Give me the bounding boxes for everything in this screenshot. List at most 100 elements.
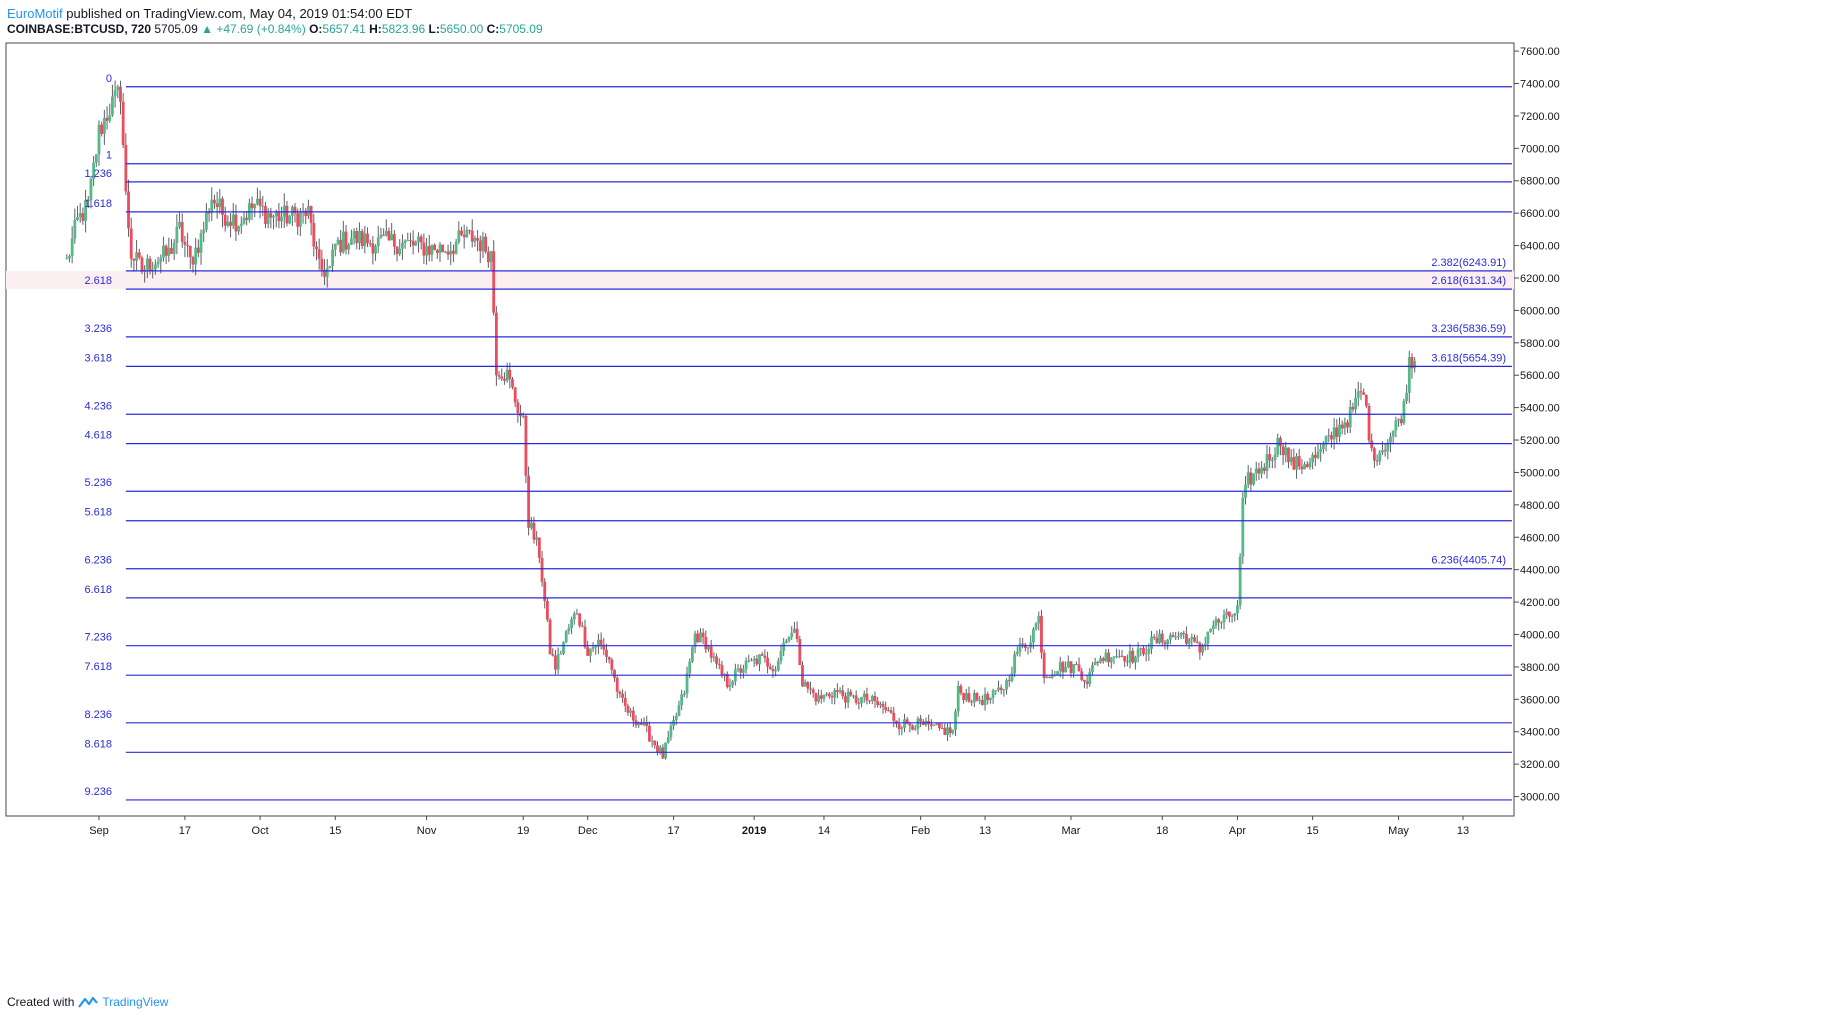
candle-down [513,386,517,408]
candle-up [1187,637,1191,650]
candle-body [650,740,654,742]
candle-body [631,710,635,721]
y-axis[interactable]: 7600.00 7400.00 7200.00 7000.00 6800.00 6600.… [1514,46,1560,804]
candle-up [401,234,404,260]
candle-down [701,628,705,645]
x-axis[interactable]: Sep 17 Oct 15 Nov 19 Dec 17 2019 14 Feb 13 Mar 18 Apr 1… [89,816,1469,837]
candle-body [1112,656,1116,658]
candle-body [1026,647,1030,649]
candle-down [884,701,888,713]
candle-up [1348,399,1352,434]
candle-up [1015,646,1019,657]
candle-body [140,257,144,272]
candle-down [1335,419,1339,444]
candle-down [929,719,933,730]
candle-body [1233,613,1237,616]
candle-down [484,233,488,254]
candle-up [1005,678,1008,695]
candle-body [852,695,855,697]
tradingview-brand[interactable]: TradingView [102,995,169,1009]
candle-up [1176,631,1180,640]
candle-body [1099,658,1102,663]
candle-up [1284,441,1288,463]
candle-up [1343,417,1347,435]
candle-down [382,228,386,237]
candle-down [371,235,375,265]
candle-up [951,729,955,735]
y-tick-label: 6600.00 [1520,208,1560,220]
candle-down [1287,447,1290,469]
candle-down [1313,446,1317,467]
fib-left-label: 2.618 [84,275,112,287]
candle-body [1085,681,1089,684]
candle-body [1115,655,1119,657]
candle-up [261,196,265,217]
fib-level: 4.618 [84,430,1512,445]
candle-body [1236,605,1239,614]
candle-down [1340,420,1344,435]
candle-up [1214,616,1218,629]
candle-body [1096,661,1100,663]
candle-up [282,193,286,228]
close-label: C: [486,22,500,36]
candle-body [1335,427,1339,437]
candle-body [1252,473,1255,485]
candle-up [1273,447,1277,469]
fib-left-label: 8.618 [84,738,112,750]
candle-body [1362,392,1366,395]
candle-up [900,725,904,736]
candle-body [508,369,512,380]
candle-up [1402,398,1406,425]
candle-down [919,714,923,728]
candle-body [1372,448,1376,461]
candle-body [623,697,627,706]
candle-up [570,616,573,634]
candle-down [1077,657,1081,672]
candle-up [1332,418,1336,450]
candle-body [793,628,796,633]
candle-body [932,724,936,726]
candle-body [803,682,807,687]
candle-body [653,740,657,746]
candle-down [543,578,547,609]
candle-up [374,244,377,261]
candle-body [1289,457,1293,462]
candle-body [1155,637,1159,644]
candle-body [473,237,477,242]
candle-down [580,621,584,628]
candle-body [183,241,187,245]
candle-body [1021,643,1025,645]
candle-down [1257,462,1261,481]
candle-body [763,655,767,658]
candle-down [1107,648,1110,667]
candle-up [1222,609,1226,630]
candle-down [1085,675,1089,689]
candle-up [750,658,753,662]
fib-level: 3.618 3.618(5654.39) [84,352,1512,367]
candle-down [470,219,474,248]
candle-body [771,668,775,672]
candle-body [1287,447,1290,462]
candle-down [419,234,423,250]
candle-down [661,744,665,760]
candle-up [833,688,837,705]
candle-down [500,368,504,381]
candle-body [438,244,442,253]
candle-up [111,84,114,117]
candle-body [280,216,283,222]
author-link[interactable]: EuroMotif [7,6,63,21]
candle-down [164,244,168,265]
candle-body [916,718,920,729]
footer: Created with TradingView [7,995,168,1009]
candle-down [339,229,343,256]
candle-body [339,239,343,253]
candle-down [264,201,267,229]
candle-up [92,156,96,187]
candle-up [298,207,302,237]
candle-body [1128,650,1132,663]
candle-up [70,226,74,264]
candle-up [78,203,82,223]
candle-body [798,638,802,666]
candle-body [811,689,815,694]
